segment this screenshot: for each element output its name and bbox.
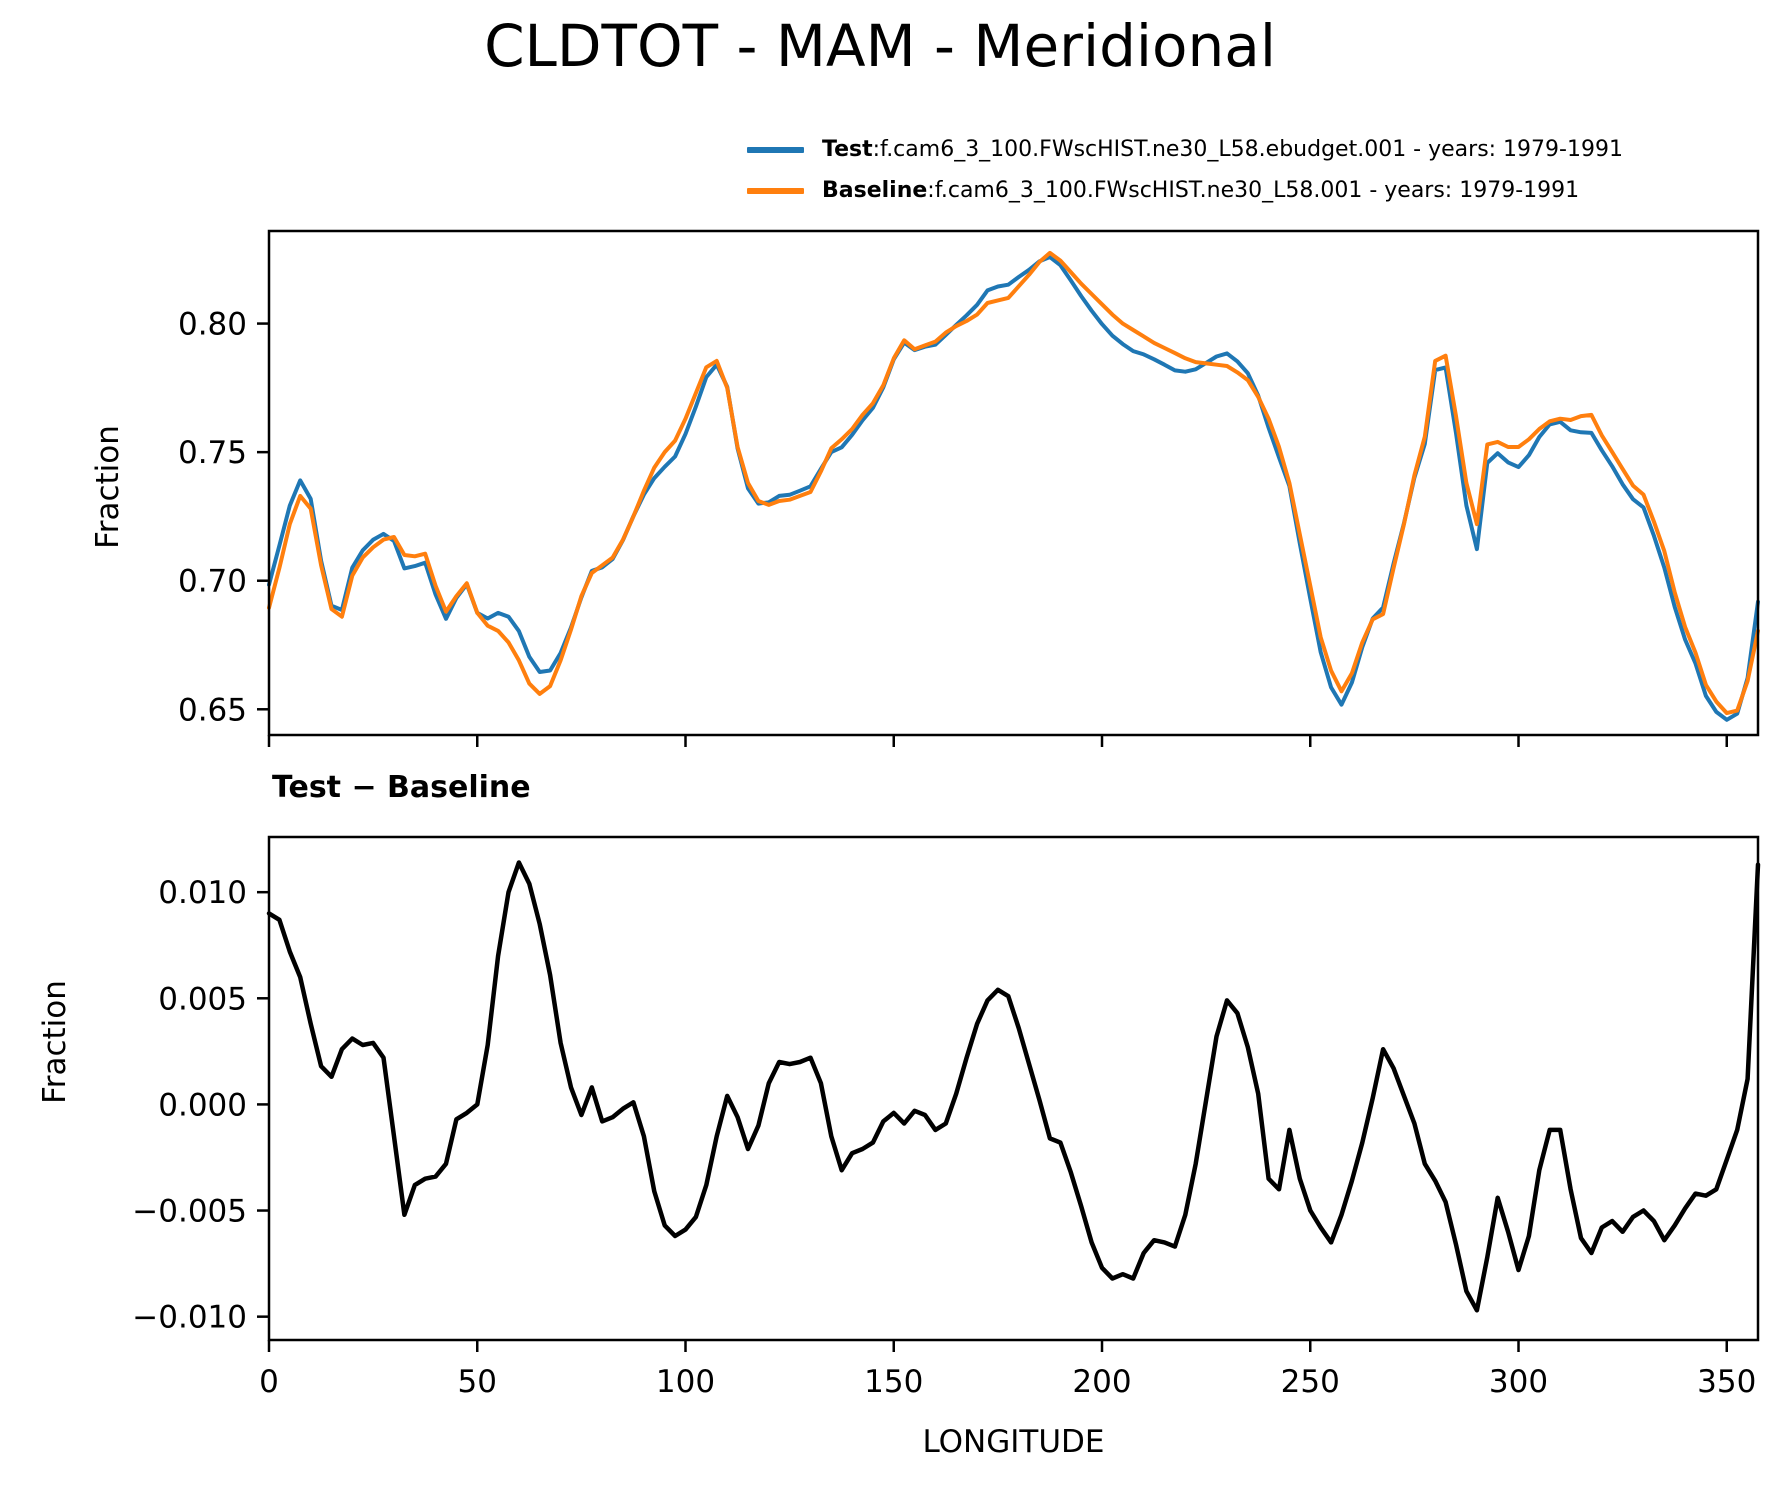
plot-frame bbox=[267, 229, 1760, 737]
figure-title: CLDTOT - MAM - Meridional bbox=[484, 12, 1276, 80]
legend-item-baseline: Baseline : f.cam6_3_100.FWscHIST.ne30_L5… bbox=[747, 175, 1623, 206]
plot-frame bbox=[267, 835, 1760, 1342]
legend-swatch-test bbox=[747, 146, 804, 153]
legend-description-baseline: f.cam6_3_100.FWscHIST.ne30_L58.001 - yea… bbox=[934, 178, 1580, 203]
y-tick-label: −0.010 bbox=[132, 1300, 247, 1336]
y-tick-label: 0.005 bbox=[158, 981, 247, 1017]
x-tick-label: 50 bbox=[458, 1364, 497, 1400]
series-line-baseline bbox=[267, 250, 1760, 716]
series-line-test bbox=[267, 255, 1760, 722]
legend-description-test: f.cam6_3_100.FWscHIST.ne30_L58.ebudget.0… bbox=[880, 137, 1623, 162]
y-tick-label: −0.005 bbox=[132, 1194, 247, 1230]
y-tick-label: 0.70 bbox=[178, 564, 247, 600]
x-axis-label: LONGITUDE bbox=[922, 1424, 1105, 1460]
legend-label-baseline: Baseline bbox=[822, 178, 928, 203]
y-tick-label: 0.000 bbox=[158, 1087, 247, 1123]
x-tick-label: 250 bbox=[1281, 1364, 1340, 1400]
y-axis-label-top: Fraction bbox=[90, 425, 126, 549]
x-tick-label: 150 bbox=[864, 1364, 923, 1400]
x-tick-label: 300 bbox=[1489, 1364, 1548, 1400]
legend-swatch-baseline bbox=[747, 187, 804, 194]
y-tick-label: 0.010 bbox=[158, 875, 247, 911]
series-line-test-baseline bbox=[266, 860, 1761, 1313]
y-axis-label-bottom: Fraction bbox=[37, 980, 73, 1104]
legend-separator: : bbox=[927, 178, 935, 203]
legend-item-test: Test : f.cam6_3_100.FWscHIST.ne30_L58.eb… bbox=[747, 134, 1623, 165]
difference-plot-title: Test − Baseline bbox=[272, 770, 531, 805]
legend-separator: : bbox=[872, 137, 881, 162]
y-tick-label: 0.80 bbox=[178, 307, 247, 343]
legend-label-test: Test bbox=[822, 137, 873, 162]
y-tick-label: 0.65 bbox=[178, 692, 247, 728]
legend: Test : f.cam6_3_100.FWscHIST.ne30_L58.eb… bbox=[747, 134, 1623, 206]
x-tick-label: 200 bbox=[1072, 1364, 1131, 1400]
y-tick-label: 0.75 bbox=[178, 435, 247, 471]
x-tick-label: 100 bbox=[656, 1364, 715, 1400]
x-tick-label: 350 bbox=[1697, 1364, 1756, 1400]
x-tick-label: 0 bbox=[259, 1364, 279, 1400]
